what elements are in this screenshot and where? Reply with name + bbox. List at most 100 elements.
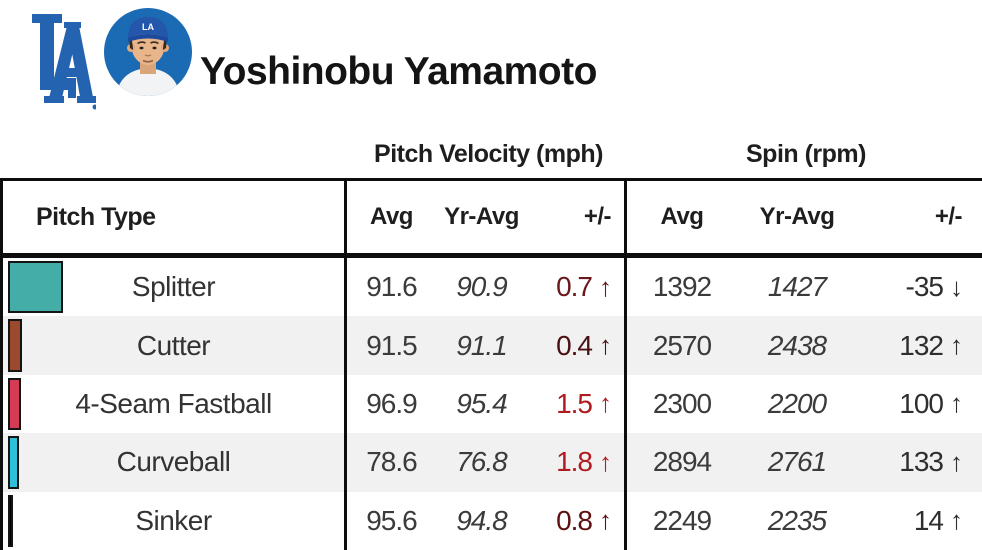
velocity-cells: 91.5 91.1 0.4 ↑ <box>347 316 627 375</box>
spin-avg-header: Avg <box>660 203 704 230</box>
spin-header-group: Avg Yr-Avg +/- <box>627 181 982 253</box>
velocity-diff-header: +/- <box>583 203 612 230</box>
spin-avg-value: 2894 <box>652 446 712 478</box>
velocity-avg-value: 95.6 <box>366 504 417 536</box>
spin-avg-value: 1392 <box>652 271 712 303</box>
table-row-sinker: Sinker 95.6 94.8 0.8 ↑ 2249 2235 14 ↑ <box>3 491 982 550</box>
trend-up-arrow-icon: ↑ <box>599 330 612 361</box>
spin-diff-cell: 132 ↑ <box>857 316 982 374</box>
velocity-yr-avg-value: 94.8 <box>456 504 507 536</box>
spin-group-header: Spin (rpm) <box>746 139 867 168</box>
spin-avg-value: 2249 <box>652 504 712 536</box>
velocity-avg-value: 91.6 <box>366 271 417 303</box>
velocity-diff-value: 0.7 <box>556 271 593 303</box>
velocity-yr-avg-value: 91.1 <box>456 329 507 361</box>
spin-diff-cell: -35 ↓ <box>857 258 982 316</box>
spin-diff-header: +/- <box>934 203 963 230</box>
spin-yr-avg-value: 2235 <box>767 504 827 536</box>
pitch-type-cell: Splitter <box>3 258 347 317</box>
velocity-yr-avg-header: Yr-Avg <box>444 203 519 230</box>
table-row-cutter: Cutter 91.5 91.1 0.4 ↑ 2570 2438 132 ↑ <box>3 316 982 375</box>
table-row-splitter: Splitter 91.6 90.9 0.7 ↑ 1392 1427 -35 ↓ <box>3 258 982 317</box>
velocity-diff-cell: 0.8 ↑ <box>527 492 624 550</box>
trend-up-arrow-icon: ↑ <box>599 446 612 477</box>
spin-cells: 2249 2235 14 ↑ <box>627 492 982 550</box>
velocity-yr-avg-value: 90.9 <box>456 271 507 303</box>
table-body: Splitter 91.6 90.9 0.7 ↑ 1392 1427 -35 ↓ <box>3 258 982 550</box>
pitch-type-cell: 4-Seam Fastball <box>3 374 347 434</box>
spin-yr-avg-header: Yr-Avg <box>759 203 835 230</box>
pitch-color-swatch <box>8 494 13 547</box>
velocity-avg-value: 78.6 <box>366 446 417 478</box>
spin-diff-cell: 100 ↑ <box>857 375 982 433</box>
pitch-type-label: Cutter <box>136 329 211 361</box>
spin-diff-value: 133 <box>899 446 944 478</box>
page-header: LA Yoshinobu Yamamoto <box>0 0 982 130</box>
velocity-diff-cell: 1.5 ↑ <box>527 375 624 433</box>
player-avatar: LA <box>104 8 192 96</box>
table-header-row: Pitch Type Avg Yr-Avg +/- Avg Yr-Avg +/- <box>3 181 982 258</box>
table-group-titles: Pitch Velocity (mph) Spin (rpm) <box>0 133 982 175</box>
spin-diff-value: -35 <box>905 271 944 303</box>
trend-up-arrow-icon: ↑ <box>599 271 612 302</box>
velocity-cells: 78.6 76.8 1.8 ↑ <box>347 433 627 492</box>
spin-cells: 1392 1427 -35 ↓ <box>627 258 982 316</box>
pitch-stats-table: Pitch Type Avg Yr-Avg +/- Avg Yr-Avg +/-… <box>0 178 982 550</box>
spin-diff-value: 14 <box>913 504 944 536</box>
spin-diff-cell: 14 ↑ <box>857 492 982 550</box>
velocity-avg-value: 91.5 <box>366 329 417 361</box>
spin-avg-value: 2570 <box>652 329 712 361</box>
velocity-cells: 91.6 90.9 0.7 ↑ <box>347 258 627 317</box>
spin-cells: 2894 2761 133 ↑ <box>627 433 982 491</box>
velocity-yr-avg-value: 76.8 <box>456 446 507 478</box>
velocity-yr-avg-value: 95.4 <box>456 387 507 419</box>
velocity-diff-value: 0.8 <box>556 504 593 536</box>
trend-up-arrow-icon: ↑ <box>950 446 963 477</box>
trend-up-arrow-icon: ↑ <box>599 505 612 536</box>
trend-up-arrow-icon: ↑ <box>599 388 612 419</box>
pitch-type-cell: Cutter <box>3 316 347 375</box>
pitch-type-cell: Sinker <box>3 491 347 550</box>
pitch-color-swatch <box>8 436 19 489</box>
pitch-color-swatch <box>8 377 21 431</box>
pitch-type-label: Sinker <box>135 504 212 536</box>
spin-diff-value: 100 <box>899 387 944 419</box>
spin-avg-value: 2300 <box>652 387 712 419</box>
pitch-type-header: Pitch Type <box>3 181 347 253</box>
spin-yr-avg-value: 1427 <box>767 271 827 303</box>
velocity-diff-value: 1.5 <box>556 387 593 419</box>
la-dodgers-logo-icon <box>16 8 98 112</box>
velocity-diff-value: 1.8 <box>556 446 593 478</box>
velocity-diff-cell: 1.8 ↑ <box>527 433 624 491</box>
trend-up-arrow-icon: ↑ <box>950 505 963 536</box>
player-name: Yoshinobu Yamamoto <box>200 50 597 93</box>
table-row-4-seam-fastball: 4-Seam Fastball 96.9 95.4 1.5 ↑ 2300 220… <box>3 374 982 434</box>
velocity-avg-header: Avg <box>370 203 413 230</box>
trend-up-arrow-icon: ↑ <box>950 388 963 419</box>
spin-yr-avg-value: 2200 <box>767 387 827 419</box>
velocity-header-group: Avg Yr-Avg +/- <box>347 181 627 253</box>
velocity-diff-cell: 0.4 ↑ <box>527 316 624 374</box>
velocity-diff-value: 0.4 <box>556 329 593 361</box>
spin-yr-avg-value: 2761 <box>767 446 827 478</box>
pitch-type-label: 4-Seam Fastball <box>75 387 272 419</box>
trend-up-arrow-icon: ↑ <box>950 330 963 361</box>
pitch-type-label: Splitter <box>131 271 216 303</box>
spin-cells: 2300 2200 100 ↑ <box>627 375 982 433</box>
velocity-cells: 95.6 94.8 0.8 ↑ <box>347 491 627 550</box>
spin-yr-avg-value: 2438 <box>767 329 827 361</box>
velocity-group-header: Pitch Velocity (mph) <box>374 139 603 168</box>
spin-diff-value: 132 <box>899 329 944 361</box>
spin-cells: 2570 2438 132 ↑ <box>627 316 982 374</box>
pitch-type-label: Curveball <box>116 446 231 478</box>
trend-down-arrow-icon: ↓ <box>950 271 963 302</box>
velocity-cells: 96.9 95.4 1.5 ↑ <box>347 374 627 434</box>
table-row-curveball: Curveball 78.6 76.8 1.8 ↑ 2894 2761 133 … <box>3 433 982 492</box>
pitch-color-swatch <box>8 319 22 372</box>
pitch-color-swatch <box>8 261 63 314</box>
spin-diff-cell: 133 ↑ <box>857 433 982 491</box>
pitch-type-cell: Curveball <box>3 433 347 492</box>
svg-text:LA: LA <box>142 22 154 32</box>
velocity-diff-cell: 0.7 ↑ <box>527 258 624 316</box>
